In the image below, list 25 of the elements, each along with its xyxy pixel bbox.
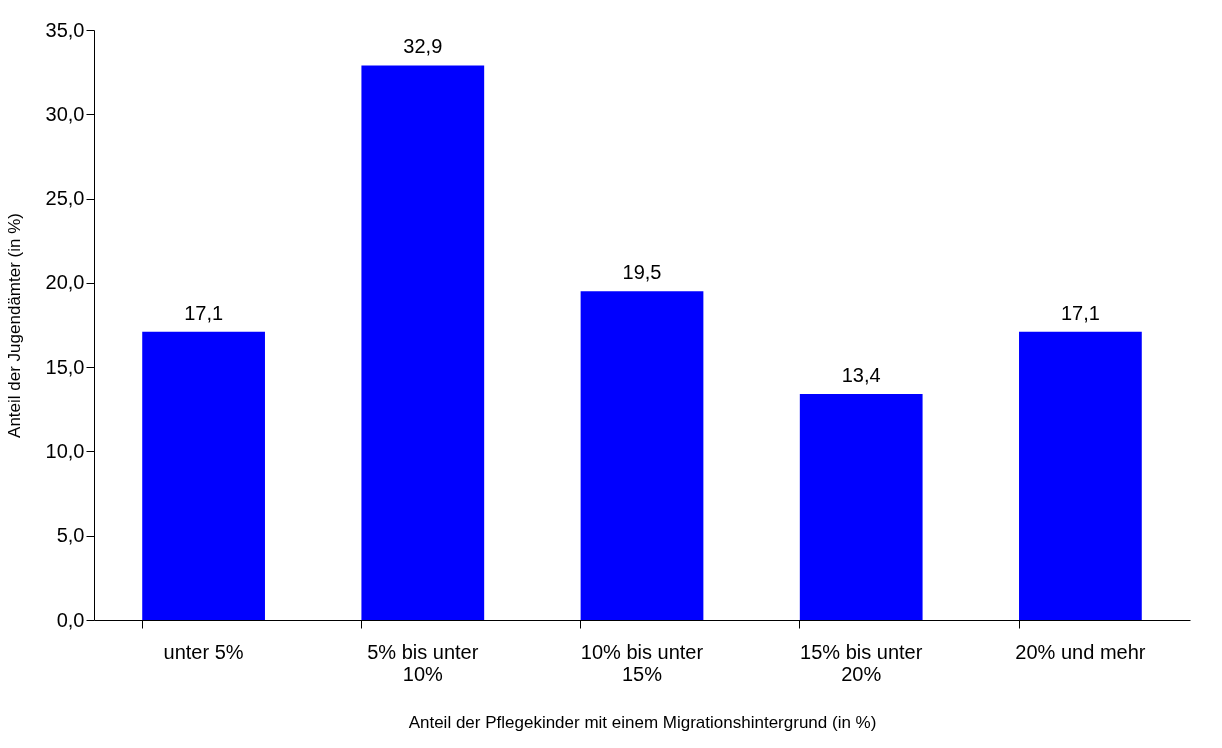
x-tick-label: 10% bis unter 15% (580, 640, 704, 685)
y-tick-label: 0,0 (56, 608, 85, 631)
bar (580, 291, 704, 620)
bar (799, 394, 923, 620)
x-tick-label: 5% bis unter 10% (367, 640, 479, 685)
x-axis-title: Anteil der Pflegekinder mit einem Migrationshintergrund (in %) (408, 712, 877, 732)
bar (361, 65, 485, 620)
y-tick-label: 10,0 (45, 439, 85, 462)
x-tick-label: 20% und mehr (1015, 640, 1146, 663)
y-tick-label: 15,0 (45, 355, 85, 378)
data-label: 13,4 (841, 364, 881, 387)
bar (142, 331, 265, 620)
y-tick-label: 20,0 (45, 271, 85, 294)
x-tick-label: unter 5% (163, 640, 244, 663)
data-label: 17,1 (1060, 301, 1100, 324)
data-label: 17,1 (184, 301, 224, 324)
y-axis-title: Anteil der Jugendämter (in %) (4, 213, 24, 438)
y-tick-label: 25,0 (45, 187, 85, 210)
data-label: 32,9 (403, 35, 443, 58)
data-label: 19,5 (622, 261, 662, 284)
y-tick-label: 35,0 (45, 18, 85, 41)
bar (1019, 331, 1142, 620)
y-tick-label: 5,0 (56, 524, 85, 547)
y-tick-label: 30,0 (45, 102, 85, 125)
x-tick-label: 15% bis unter 20% (800, 640, 923, 685)
